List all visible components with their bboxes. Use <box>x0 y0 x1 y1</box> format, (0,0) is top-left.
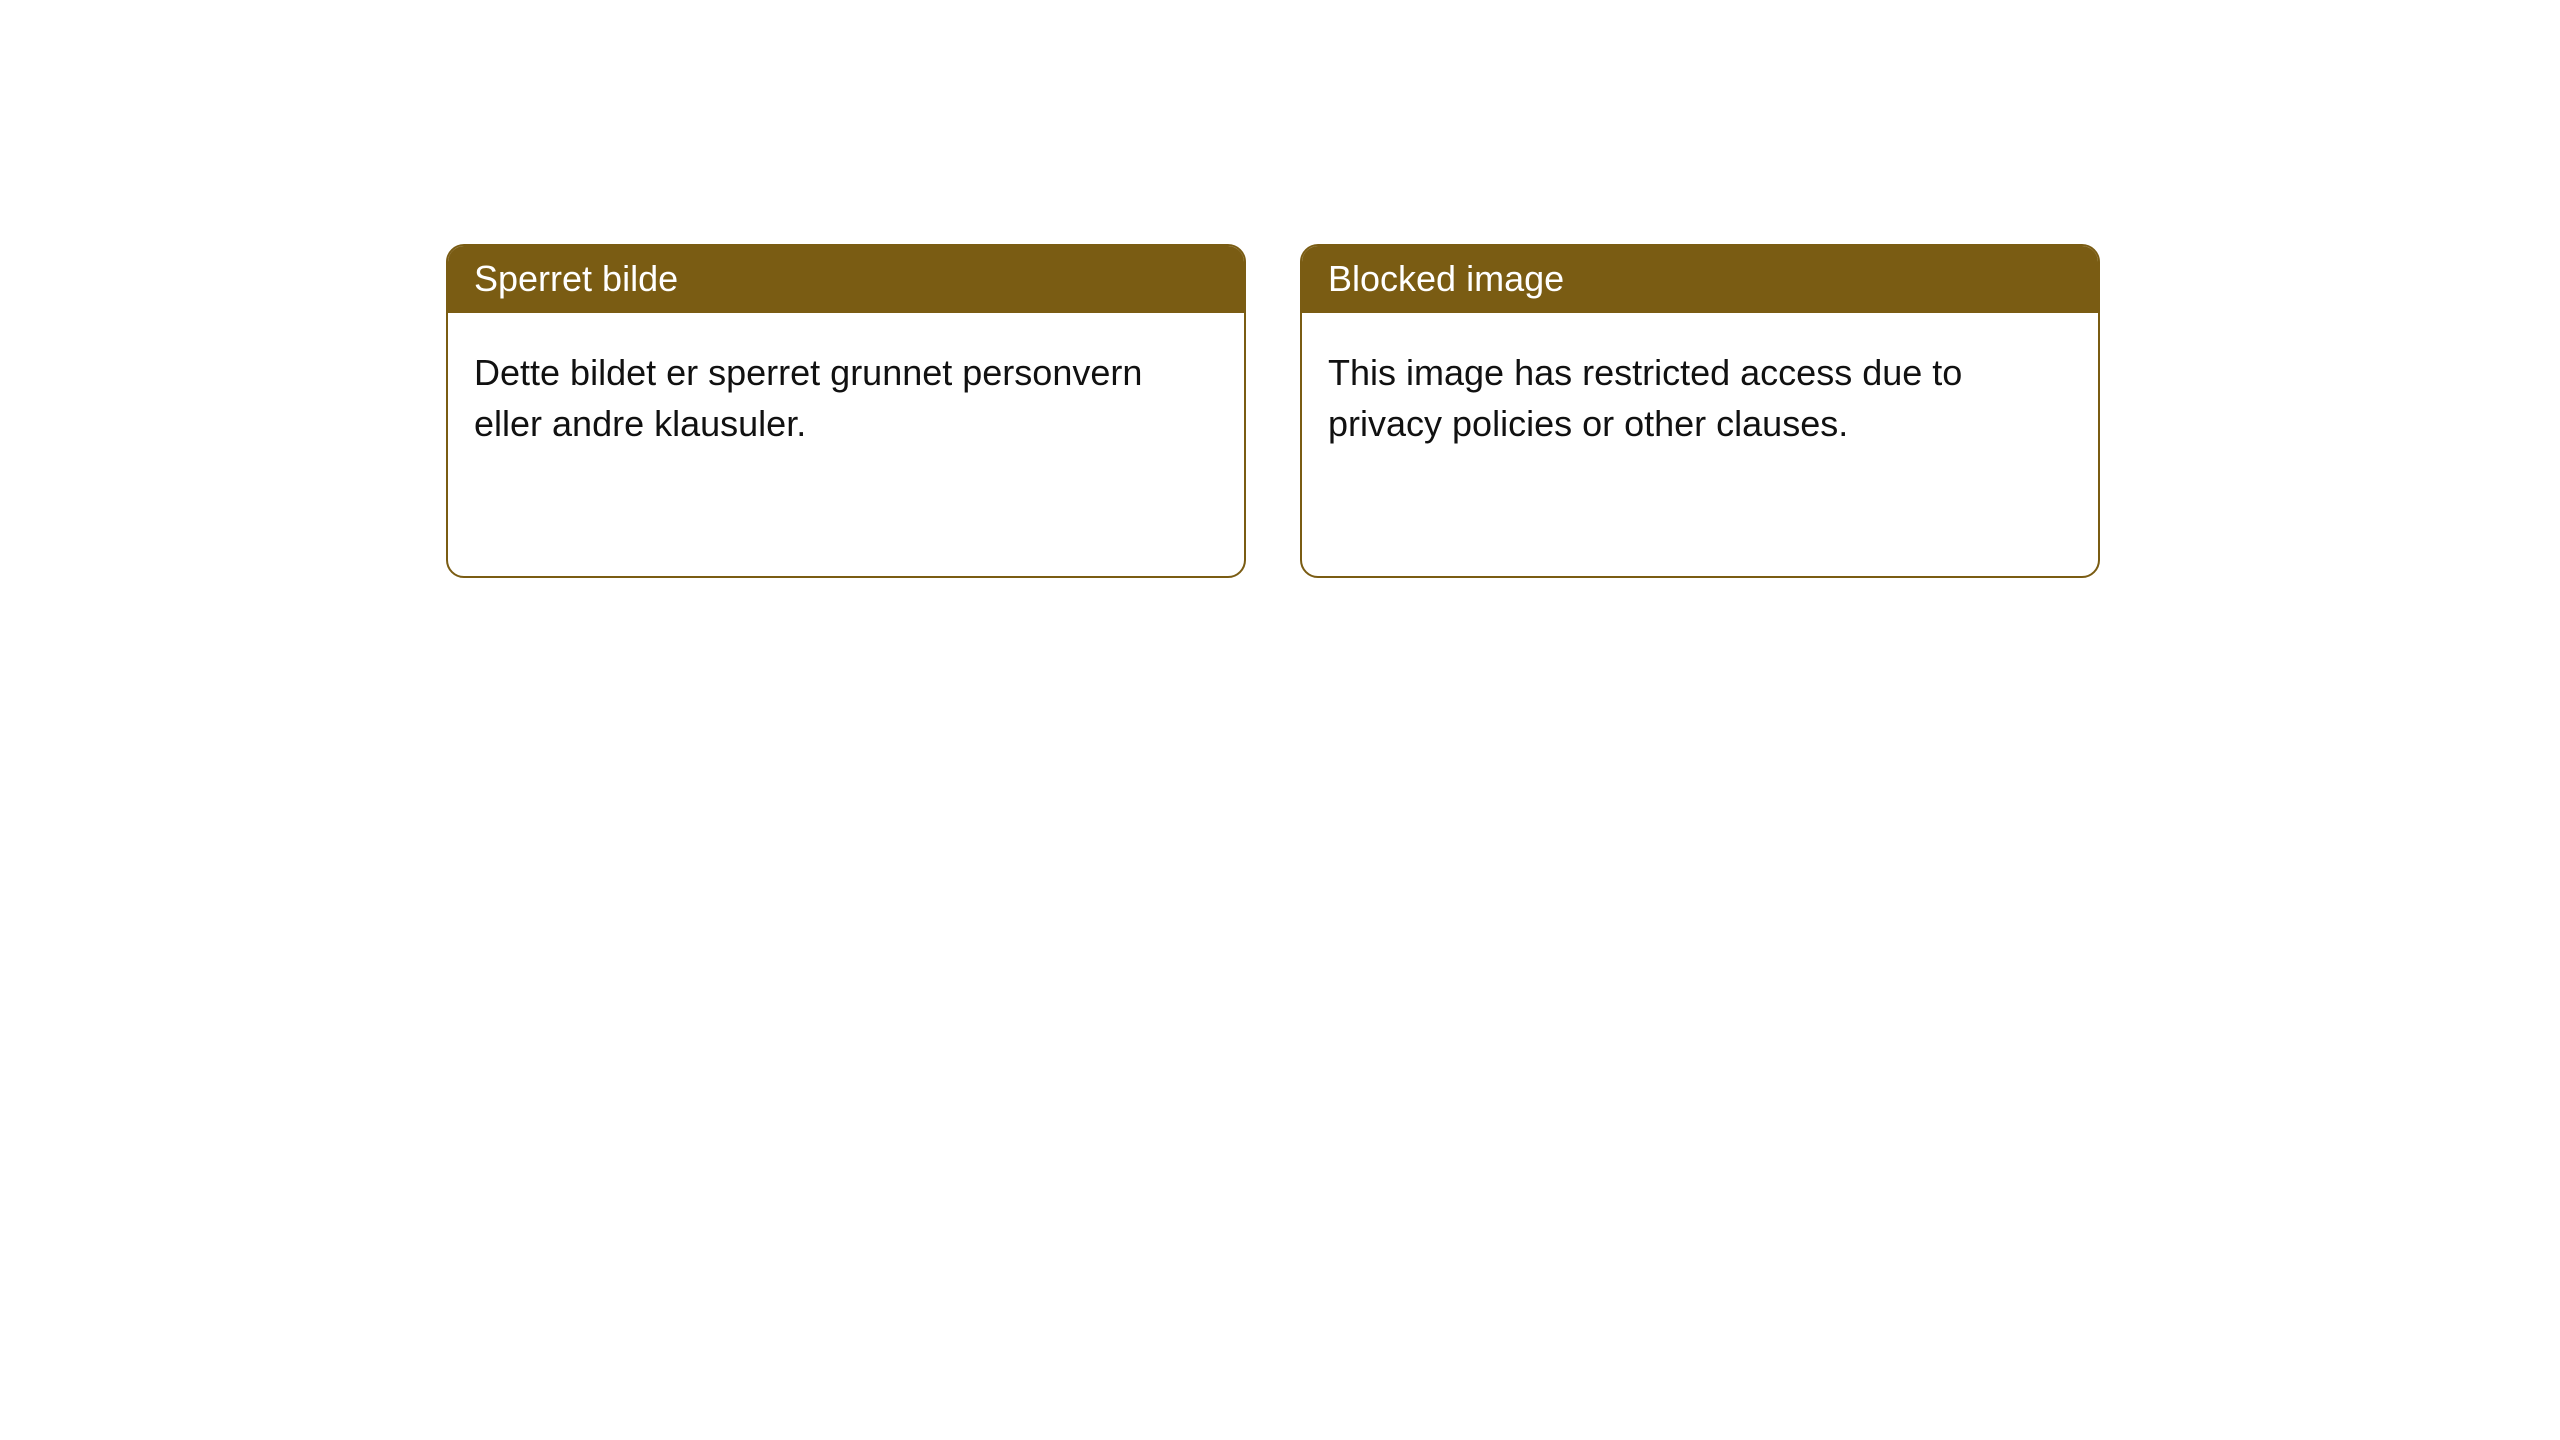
notice-title: Sperret bilde <box>448 246 1244 313</box>
notice-body: Dette bildet er sperret grunnet personve… <box>448 313 1244 483</box>
notice-title: Blocked image <box>1302 246 2098 313</box>
notice-body: This image has restricted access due to … <box>1302 313 2098 483</box>
notice-container: Sperret bilde Dette bildet er sperret gr… <box>0 0 2560 578</box>
notice-card-english: Blocked image This image has restricted … <box>1300 244 2100 578</box>
notice-card-norwegian: Sperret bilde Dette bildet er sperret gr… <box>446 244 1246 578</box>
